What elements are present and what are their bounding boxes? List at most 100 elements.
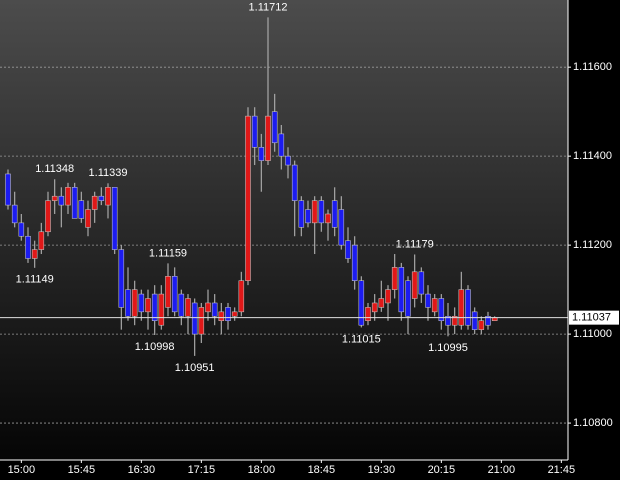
candle-body [151, 293, 158, 322]
candle-body [205, 302, 211, 313]
candle-body [211, 302, 218, 317]
candle-body [478, 320, 485, 330]
candle-body [198, 307, 205, 335]
candle-body [385, 289, 391, 304]
candle-body [305, 209, 311, 224]
candle-body [438, 298, 445, 322]
x-tick-label: 20:15 [428, 464, 456, 476]
candle-body [65, 187, 71, 206]
candle-body [398, 267, 405, 313]
candle-body [171, 276, 178, 313]
annotation: 1.11339 [89, 167, 128, 179]
candle-body [411, 271, 418, 299]
candle-body [378, 298, 385, 308]
candle-body [425, 293, 431, 308]
candle-body [358, 280, 365, 326]
annotation: 1.11015 [342, 333, 381, 345]
candle-body [45, 200, 51, 233]
candle-body [245, 115, 251, 281]
candle-body [11, 204, 18, 224]
candle-body [391, 267, 398, 290]
annotation: 1.11149 [16, 274, 54, 286]
candle-body [258, 147, 265, 161]
y-tick-label: 1.11400 [573, 150, 612, 162]
candle-body [318, 200, 325, 224]
candle-body [185, 298, 191, 317]
candle-body [5, 173, 11, 206]
x-tick-label: 18:00 [248, 464, 276, 476]
x-tick-label: 19:30 [368, 464, 396, 476]
candle-body [271, 111, 278, 144]
candle-body [191, 302, 198, 335]
annotation: 1.10998 [135, 341, 175, 353]
candle-body [138, 293, 145, 313]
annotation: 1.10951 [175, 362, 215, 374]
candle-body [351, 244, 358, 281]
x-tick-label: 15:45 [68, 464, 96, 476]
candle-body [118, 249, 125, 308]
candle-body [278, 133, 285, 157]
annotation: 1.11159 [149, 247, 187, 259]
candle-body [25, 235, 31, 259]
candle-body [418, 271, 425, 295]
candle-body [178, 293, 185, 317]
candle-body [18, 222, 25, 237]
x-tick-label: 16:30 [128, 464, 156, 476]
candle-body [338, 209, 345, 246]
y-tick-label: 1.11000 [573, 328, 612, 340]
candle-body [365, 307, 371, 322]
last-price-box [569, 310, 619, 325]
candle-body [238, 280, 245, 313]
candle-body [71, 187, 78, 219]
candle-body [131, 289, 138, 317]
candle-body [311, 200, 318, 224]
annotation: 1.11712 [249, 1, 288, 13]
x-tick-label: 15:00 [8, 464, 36, 476]
candle-body [325, 213, 331, 224]
labels: 1.10800 1.11000 1.11200 1.11400 1.11600 15:00… [8, 1, 619, 476]
y-tick-label: 1.11200 [573, 239, 612, 251]
annotation: 1.11348 [35, 163, 74, 175]
candle-body [51, 195, 58, 201]
candle-body [145, 298, 151, 313]
candle-body [345, 240, 351, 259]
candle-body [405, 280, 411, 317]
candle-body [291, 164, 298, 201]
candle-body [298, 200, 305, 228]
candle-body [225, 307, 231, 322]
candle-body [85, 209, 91, 228]
x-tick-label: 21:45 [548, 464, 576, 476]
candle-body [431, 298, 438, 313]
candle-body [458, 289, 465, 326]
candle-body [485, 316, 491, 326]
candle-body [445, 316, 451, 326]
candle-body [231, 311, 238, 317]
x-tick-label: 21:00 [488, 464, 516, 476]
candle-body [58, 195, 65, 206]
candle-body [471, 311, 478, 330]
candle-body [31, 249, 38, 259]
x-tick-label: 18:45 [308, 464, 336, 476]
marks [0, 17, 568, 356]
candle-body [38, 231, 45, 250]
candle-body [105, 187, 111, 206]
annotation: 1.10995 [428, 342, 468, 354]
candle-body [465, 289, 471, 326]
candle-body [265, 115, 271, 161]
candle-body [165, 276, 171, 308]
candle-body [218, 311, 225, 322]
candle-body [285, 155, 291, 166]
annotation: 1.11179 [396, 238, 434, 250]
candle-body [371, 302, 378, 313]
last-price-label: 1.11037 [572, 312, 611, 324]
y-tick-label: 1.11600 [573, 61, 612, 73]
candle-body [91, 195, 98, 210]
candle-body [125, 289, 131, 317]
candle-body [251, 115, 258, 148]
y-tick-label: 1.10800 [573, 417, 613, 429]
candle-body [111, 187, 118, 250]
x-tick-label: 17:15 [188, 464, 216, 476]
candle-body [98, 195, 105, 201]
